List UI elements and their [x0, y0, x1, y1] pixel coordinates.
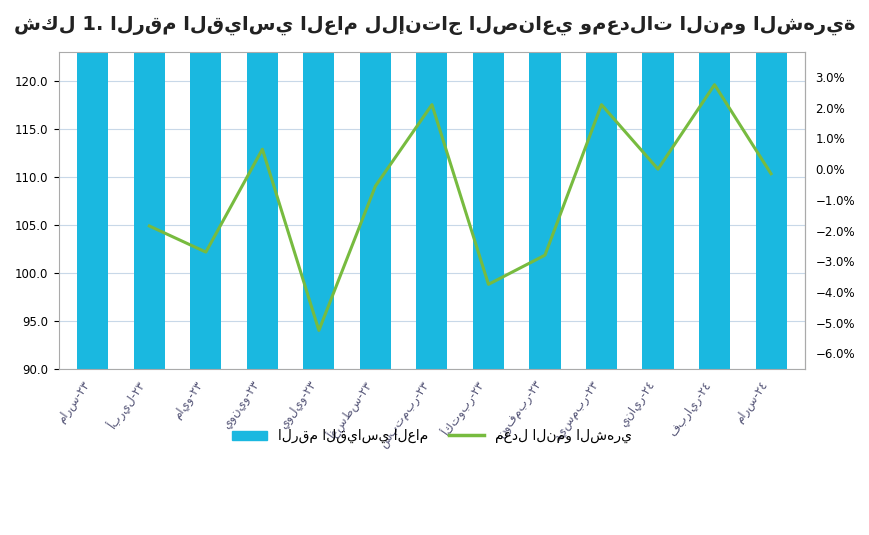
Bar	[77, 0, 109, 369]
Bar	[247, 0, 277, 369]
Bar	[641, 0, 673, 369]
Bar	[360, 0, 390, 369]
Bar	[529, 0, 560, 369]
Bar	[134, 0, 165, 369]
Bar	[190, 0, 221, 369]
Bar	[473, 0, 503, 369]
Bar	[586, 0, 616, 369]
Bar	[754, 0, 786, 369]
Legend: الرقم القياسي العام, معدل النمو الشهري: الرقم القياسي العام, معدل النمو الشهري	[225, 422, 638, 450]
Bar	[698, 0, 729, 369]
Text: شكل 1. الرقم القياسي العام للإنتاج الصناعي ومعدلات النمو الشهرية: شكل 1. الرقم القياسي العام للإنتاج الصنا…	[14, 16, 855, 35]
Bar	[416, 0, 447, 369]
Bar	[303, 0, 334, 369]
